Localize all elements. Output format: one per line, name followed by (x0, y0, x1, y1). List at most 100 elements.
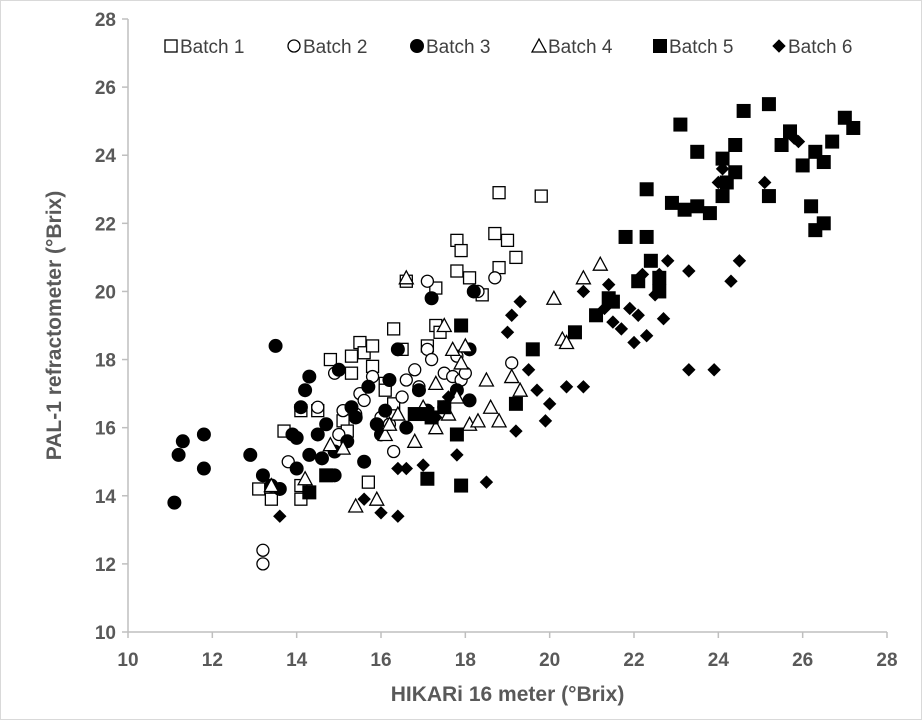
data-point (454, 243, 468, 258)
data-point (357, 454, 372, 469)
x-tick-label: 26 (792, 650, 813, 671)
data-point (576, 380, 591, 394)
data-point (521, 363, 536, 377)
data-point (509, 424, 523, 438)
data-point (441, 390, 456, 404)
data-point (311, 400, 325, 414)
data-point (707, 363, 721, 377)
x-tick-label: 22 (623, 650, 644, 671)
legend-label: Batch 3 (426, 37, 490, 58)
legend-label: Batch 2 (303, 37, 367, 58)
data-point (399, 461, 414, 476)
data-point (589, 308, 604, 323)
data-point (416, 458, 430, 472)
data-point (386, 322, 401, 336)
data-point (454, 478, 469, 493)
data-point (252, 482, 266, 496)
data-point (664, 195, 679, 210)
data-point (268, 338, 283, 353)
data-point (427, 419, 444, 435)
data-point (171, 447, 186, 462)
data-point (677, 202, 692, 217)
data-point (462, 393, 477, 408)
data-point (457, 337, 474, 353)
data-point (347, 497, 364, 513)
data-point (575, 269, 592, 285)
x-axis-ticks: 10 12 14 16 18 20 22 24 26 28 (117, 632, 898, 671)
data-point (331, 362, 346, 377)
data-point (503, 368, 520, 384)
data-point (492, 186, 506, 200)
data-point (263, 477, 280, 493)
data-point (682, 363, 696, 377)
data-point (728, 138, 743, 153)
data-point (361, 475, 376, 489)
data-point (715, 162, 730, 176)
data-point (323, 352, 338, 367)
data-point (444, 340, 461, 356)
data-point (167, 495, 182, 510)
data-point (450, 264, 464, 278)
data-point (816, 155, 831, 170)
data-point (334, 439, 352, 455)
data-point (559, 380, 574, 394)
x-tick-label: 28 (876, 650, 897, 671)
data-point (378, 403, 393, 418)
legend-label: Batch 1 (180, 37, 244, 58)
y-tick-label: 18 (95, 351, 116, 372)
data-point (319, 468, 334, 483)
data-point (466, 284, 481, 299)
data-point (643, 253, 658, 268)
data-point (427, 375, 444, 391)
plot-area (167, 97, 861, 571)
data-point (758, 175, 772, 190)
x-tick-label: 16 (370, 650, 391, 671)
data-point (505, 308, 519, 322)
legend-marker (287, 39, 301, 53)
data-point (490, 412, 508, 428)
data-point (558, 334, 575, 350)
data-point (390, 342, 405, 357)
data-point (816, 216, 831, 231)
data-point (302, 485, 317, 500)
data-point (614, 322, 629, 336)
legend-label: Batch 6 (788, 37, 852, 58)
data-point (462, 271, 477, 285)
data-point (365, 339, 380, 353)
data-point (534, 189, 548, 203)
data-point (344, 366, 359, 380)
data-point (453, 354, 470, 370)
data-point (618, 229, 633, 244)
data-point (420, 471, 435, 486)
data-point (787, 131, 801, 145)
data-point (437, 400, 452, 415)
data-point (408, 363, 422, 377)
data-point (411, 383, 426, 398)
data-point (488, 271, 502, 285)
data-point (377, 426, 394, 442)
series-batch-6 (273, 131, 806, 523)
data-point (724, 274, 738, 288)
legend-item-batch-2: Batch 2 (287, 37, 367, 58)
x-tick-label: 12 (202, 650, 223, 671)
data-point (389, 405, 406, 421)
data-point (715, 189, 730, 204)
x-tick-label: 20 (539, 650, 560, 671)
data-point (469, 412, 487, 428)
data-point (406, 432, 423, 448)
data-point (386, 444, 401, 459)
data-point (436, 317, 453, 333)
data-point (256, 557, 270, 571)
data-point (399, 373, 413, 387)
data-point (289, 461, 304, 476)
data-point (429, 410, 443, 425)
data-point (648, 288, 662, 302)
data-point (399, 420, 414, 435)
data-point (398, 269, 415, 285)
data-point (631, 308, 645, 322)
data-point (273, 509, 287, 523)
x-tick-label: 14 (286, 650, 308, 671)
data-point (567, 325, 582, 340)
y-axis-ticks: 10 12 14 16 18 20 22 24 26 28 (95, 10, 128, 644)
